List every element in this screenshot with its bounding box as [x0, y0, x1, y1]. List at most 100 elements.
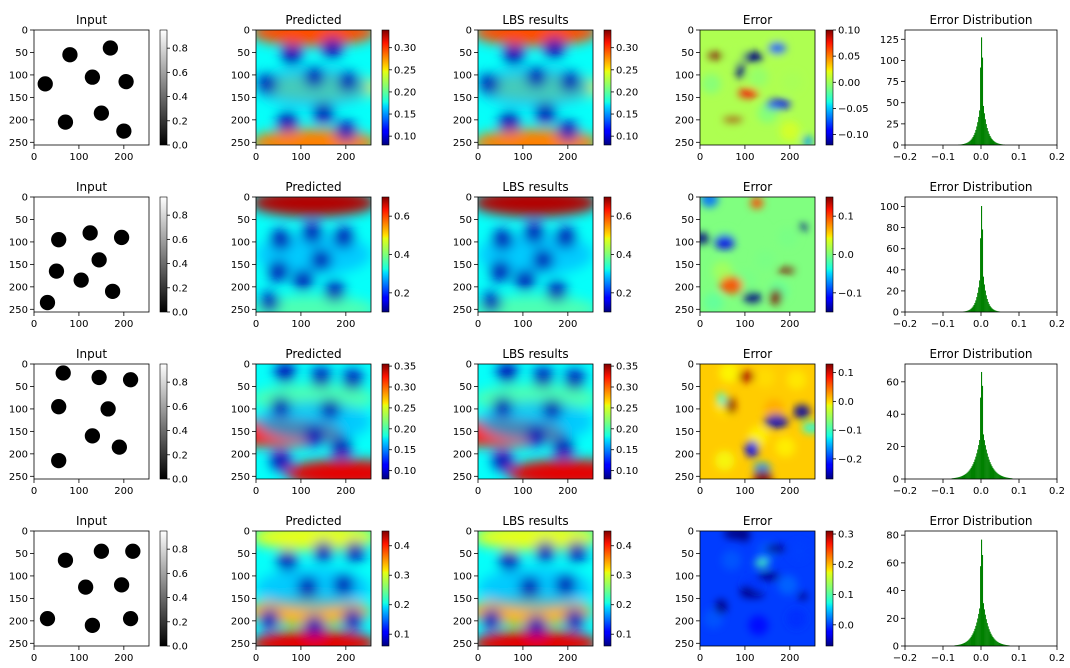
histogram-bar: [983, 609, 985, 646]
histogram-bar: [991, 139, 993, 145]
histogram-title: Error Distribution: [929, 347, 1032, 361]
histogram-bar: [985, 449, 987, 479]
histogram-bar: [1000, 475, 1002, 479]
colorbar-tick-label: 0.3: [838, 530, 854, 541]
input-particle: [84, 428, 101, 444]
x-tick-label: 200: [558, 152, 577, 163]
histogram-bar: [978, 287, 980, 312]
histogram-bar: [971, 138, 973, 145]
colorbar-tick-label: 0.10: [394, 466, 416, 477]
histogram-bar: [995, 471, 997, 479]
colorbar-tick-label: 0.1: [616, 630, 632, 641]
error-particle-region: [703, 608, 724, 629]
error-particle-region: [748, 615, 769, 636]
input-axes: 0 100 200 0 50 100 150 200 250: [9, 26, 133, 164]
histogram-x-tick-label: 0.1: [1011, 486, 1027, 497]
x-tick-label: 100: [513, 486, 532, 497]
histogram-y-tick-label: 40: [886, 586, 899, 597]
lbs-frame: [477, 29, 594, 146]
histogram-bar: [1009, 478, 1011, 479]
histogram-x-tick-label: −0.1: [931, 319, 955, 330]
colorbar-tick-label: 0.15: [616, 445, 638, 456]
colorbar-tick-label: 0.4: [172, 259, 188, 270]
lbs-colorbar: 0.10 0.15 0.20 0.25 0.30 0.35: [603, 362, 638, 480]
y-tick-label: 100: [675, 237, 694, 248]
predicted-axes: 0 100 200 0 50 100 150 200 250: [231, 26, 355, 164]
y-tick-label: 50: [15, 48, 28, 59]
histogram-bar: [966, 472, 968, 479]
error-spot: [793, 404, 811, 420]
histogram-bar: [996, 641, 998, 646]
histogram-bar: [1001, 644, 1003, 646]
colorbar-tick-label: 0.20: [616, 424, 638, 435]
x-tick-label: 100: [735, 319, 754, 330]
predicted-axes: 0 100 200 0 50 100 150 200 250: [231, 360, 355, 498]
colorbar-tick-label: 0.0: [172, 308, 188, 319]
histogram-bar: [969, 309, 971, 312]
lbs-particle: [564, 369, 585, 391]
predicted-particle: [313, 102, 334, 124]
input-particle: [118, 74, 134, 90]
error-particle-region: [726, 44, 746, 65]
y-tick-label: 250: [453, 472, 472, 483]
lbs-frame: [477, 196, 594, 313]
y-tick-label: 0: [466, 26, 472, 37]
histogram-bar: [996, 142, 998, 145]
x-tick-label: 0: [31, 653, 37, 664]
x-tick-label: 200: [780, 653, 799, 664]
lbs-particle: [532, 367, 554, 388]
lbs-particle: [499, 111, 520, 133]
colorbar-tick-label: 0.0: [172, 475, 188, 486]
lbs-particle: [555, 574, 576, 596]
histogram-y-tick-label: 60: [886, 244, 899, 255]
input-frame: [33, 196, 150, 313]
error-field: [701, 38, 814, 145]
histogram-bar: [986, 128, 988, 145]
colorbar-tick-label: 0.6: [172, 569, 188, 580]
colorbar-tick-label: 0.0: [838, 250, 854, 261]
y-tick-label: 200: [453, 449, 472, 460]
error-spot: [744, 440, 759, 458]
input-axes: 0 100 200 0 50 100 150 200 250: [9, 527, 133, 665]
histogram-bar: [995, 142, 997, 145]
input-particle: [91, 369, 107, 386]
histogram-bar: [984, 290, 986, 312]
error-spot: [719, 276, 743, 294]
histogram-bar: [978, 613, 980, 646]
histogram-bar: [960, 476, 962, 479]
histogram-bar: [964, 143, 966, 145]
colorbar-tick-label: −0.1: [838, 426, 862, 437]
predicted-title: Predicted: [285, 13, 341, 27]
histogram-bar: [993, 469, 995, 479]
lbs-particle: [526, 615, 547, 636]
predicted-hot-region: [256, 128, 371, 145]
lbs-frame: [477, 530, 594, 647]
x-tick-label: 0: [31, 152, 37, 163]
histogram-bar: [970, 467, 972, 479]
input-title: Input: [76, 514, 107, 528]
input-particle: [93, 543, 110, 559]
predicted-particle: [333, 574, 354, 596]
histogram-bar: [972, 306, 974, 312]
histogram-bar: [970, 636, 972, 646]
lbs-axes: 0 100 200 0 50 100 150 200 250: [453, 360, 577, 498]
lbs-hot-region: [478, 531, 593, 551]
y-tick-label: 50: [459, 549, 472, 560]
y-tick-label: 50: [681, 215, 694, 226]
y-tick-label: 0: [22, 193, 28, 204]
error-histogram: −0.2 −0.1 0.0 0.1 0.2 0 20 40 60: [886, 364, 1065, 497]
colorbar-tick-label: 0.4: [394, 541, 410, 552]
predicted-particle: [259, 608, 280, 629]
lbs-colorbar: 0.1 0.2 0.3 0.4: [603, 530, 632, 647]
predicted-heatmap: [256, 364, 371, 479]
error-spot: [735, 61, 746, 79]
lbs-heatmap: [478, 30, 593, 145]
y-tick-label: 50: [237, 549, 250, 560]
y-tick-label: 150: [675, 260, 694, 271]
y-tick-label: 200: [231, 449, 250, 460]
colorbar-tick-label: 0.15: [616, 110, 638, 121]
lbs-particle: [492, 229, 514, 250]
lbs-hot-region: [478, 629, 593, 646]
histogram-bar: [993, 141, 995, 145]
colorbar-tick-label: 0.1: [838, 590, 854, 601]
